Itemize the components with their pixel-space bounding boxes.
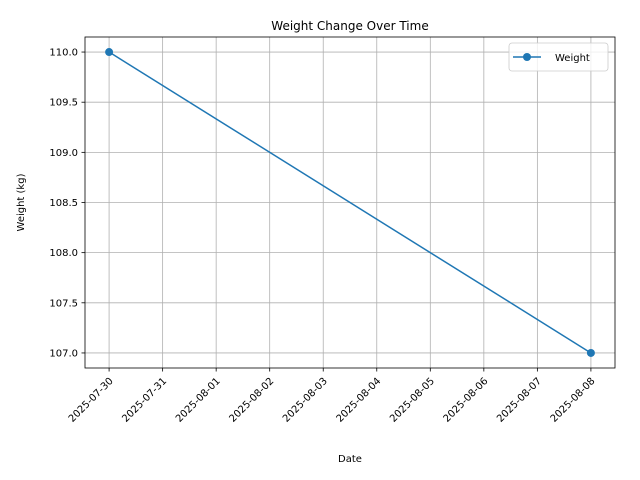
y-axis-title: Weight (kg) bbox=[16, 173, 27, 231]
y-tick-label: 109.5 bbox=[49, 98, 78, 109]
x-axis-title: Date bbox=[338, 454, 362, 465]
legend-box bbox=[508, 42, 609, 72]
series-line-weight bbox=[108, 51, 592, 354]
y-tick-label: 107.0 bbox=[49, 348, 78, 359]
data-point bbox=[586, 348, 595, 357]
y-tick-label: 108.5 bbox=[49, 198, 78, 209]
chart-title: Weight Change Over Time bbox=[271, 19, 428, 33]
legend-marker-swatch bbox=[523, 53, 531, 61]
legend: Weight bbox=[508, 42, 609, 72]
legend-label-weight: Weight bbox=[555, 53, 590, 64]
data-point bbox=[105, 48, 114, 57]
y-tick-label: 110.0 bbox=[49, 48, 78, 59]
series-layer bbox=[105, 48, 595, 357]
y-tick-label: 107.5 bbox=[49, 298, 78, 309]
y-tick-label: 108.0 bbox=[49, 248, 78, 259]
y-tick-label: 109.0 bbox=[49, 148, 78, 159]
